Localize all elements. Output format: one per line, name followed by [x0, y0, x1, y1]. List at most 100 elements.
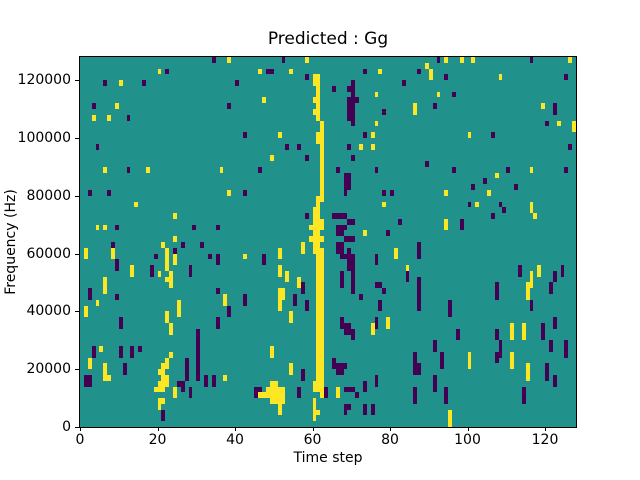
heatmap-cell: [312, 398, 317, 404]
heatmap-cell: [173, 259, 177, 266]
heatmap-cell: [552, 317, 557, 323]
heatmap-cell: [525, 282, 530, 289]
heatmap-cell: [533, 213, 538, 219]
heatmap-cell: [196, 346, 201, 352]
heatmap-cell: [223, 294, 228, 300]
heatmap-cell: [347, 386, 352, 393]
heatmap-cell: [169, 328, 173, 335]
heatmap-cell: [343, 172, 348, 179]
heatmap-cell: [258, 166, 263, 173]
heatmap-cell: [432, 103, 437, 110]
heatmap-cell: [444, 224, 449, 231]
heatmap-cell: [227, 189, 232, 196]
heatmap-cell: [444, 398, 449, 404]
y-tick-label: 80000: [26, 187, 71, 204]
heatmap-cell: [347, 322, 352, 329]
heatmap-cell: [242, 253, 247, 260]
heatmap-cell: [277, 270, 282, 277]
y-tick-label: 20000: [26, 361, 71, 378]
x-tick-label: 60: [303, 432, 322, 448]
heatmap-cell: [386, 317, 390, 323]
heatmap-cell: [564, 166, 569, 173]
heatmap-cell: [87, 294, 92, 300]
heatmap-cell: [529, 305, 534, 312]
heatmap-cell: [448, 311, 452, 318]
heatmap-cell: [343, 224, 348, 231]
heatmap-cell: [316, 97, 321, 104]
heatmap-cell: [320, 380, 325, 387]
heatmap-cell: [269, 398, 274, 404]
heatmap-cell: [548, 288, 553, 295]
heatmap-cell: [118, 317, 123, 323]
heatmap-cell: [448, 421, 452, 427]
heatmap-cell: [362, 230, 367, 237]
heatmap-cell: [320, 195, 325, 202]
heatmap-cell: [494, 172, 499, 179]
heatmap-cell: [417, 305, 421, 312]
heatmap-cell: [347, 218, 352, 225]
x-tick-label: 100: [454, 432, 481, 448]
heatmap-cell: [126, 114, 131, 121]
heatmap-cell: [486, 189, 491, 196]
heatmap-cell: [196, 357, 201, 364]
heatmap-cell: [417, 253, 421, 260]
heatmap-cell: [405, 265, 410, 271]
heatmap-cell: [204, 374, 208, 381]
heatmap-cell: [242, 294, 247, 300]
y-tick-label: 120000: [17, 72, 71, 89]
heatmap-cell: [107, 114, 111, 121]
heatmap-cell: [91, 351, 96, 358]
heatmap-cell: [335, 166, 340, 173]
heatmap-cell: [467, 201, 472, 208]
heatmap-cell: [440, 357, 445, 364]
heatmap-cell: [320, 259, 325, 266]
heatmap-cell: [324, 386, 328, 393]
heatmap-cell: [355, 97, 359, 104]
heatmap-cell: [351, 282, 356, 289]
heatmap-cell: [273, 386, 278, 393]
heatmap-cell: [316, 363, 321, 370]
heatmap-cell: [320, 346, 325, 352]
heatmap-cell: [347, 253, 352, 260]
x-tick-label: 40: [226, 432, 244, 448]
heatmap-cell: [548, 282, 553, 289]
heatmap-cell: [351, 386, 356, 393]
heatmap-cell: [351, 328, 356, 335]
heatmap-cell: [432, 380, 437, 387]
y-tick-label: 40000: [26, 303, 71, 320]
heatmap-cell: [320, 351, 325, 358]
heatmap-cell: [87, 288, 92, 295]
heatmap-cell: [413, 386, 418, 393]
heatmap-cell: [111, 253, 115, 260]
heatmap-cell: [529, 166, 534, 173]
heatmap-cell: [351, 155, 356, 162]
heatmap-cell: [424, 161, 429, 167]
heatmap-cell: [320, 299, 325, 306]
heatmap-cell: [541, 334, 545, 341]
heatmap-cell: [529, 57, 534, 63]
heatmap-cell: [157, 386, 162, 393]
heatmap-cell: [331, 357, 336, 364]
heatmap-cell: [537, 270, 542, 277]
heatmap-cell: [498, 346, 503, 352]
heatmap-cell: [273, 380, 278, 387]
heatmap-cell: [568, 143, 573, 150]
heatmap-cell: [149, 270, 154, 277]
heatmap-cell: [413, 109, 418, 115]
heatmap-cell: [312, 230, 317, 237]
x-tick-mark: [157, 427, 159, 431]
heatmap-cell: [103, 369, 108, 375]
heatmap-cell: [308, 236, 313, 242]
y-tick-label: 60000: [26, 245, 71, 262]
heatmap-cell: [312, 97, 317, 104]
heatmap-cell: [405, 270, 410, 277]
y-tick-mark: [75, 253, 80, 255]
heatmap-cell: [300, 242, 305, 248]
heatmap-cell: [339, 253, 344, 260]
heatmap-cell: [541, 322, 545, 329]
heatmap-cell: [173, 386, 177, 393]
heatmap-cell: [483, 178, 487, 185]
heatmap-cell: [258, 392, 263, 399]
heatmap-cell: [525, 374, 530, 381]
heatmap-cell: [312, 109, 317, 115]
